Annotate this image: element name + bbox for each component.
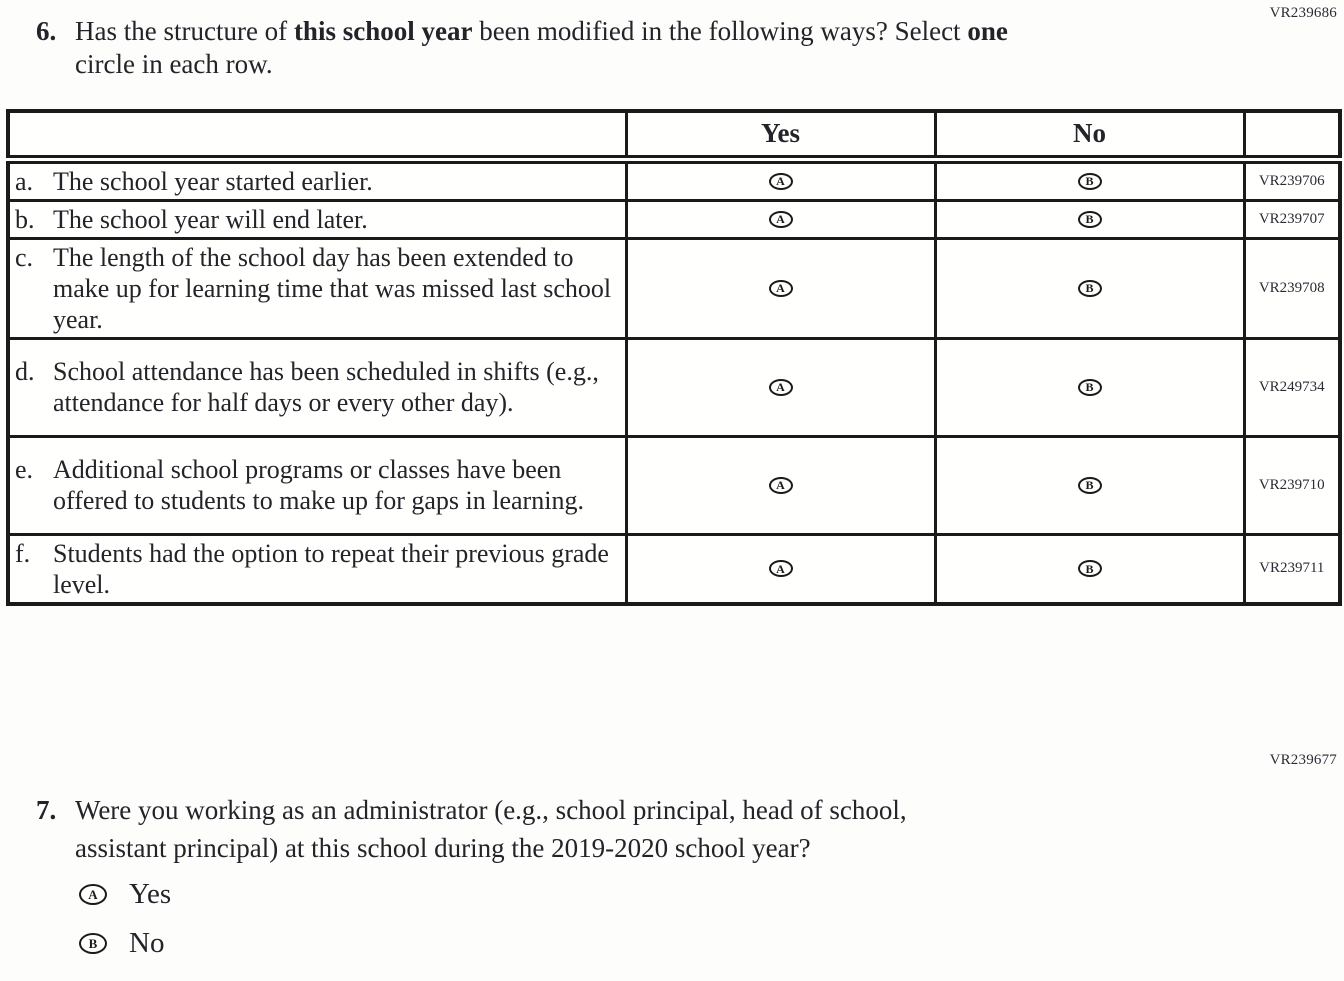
bubble-letter: B: [1085, 380, 1094, 394]
no-answer-bubble[interactable]: B: [1077, 476, 1102, 494]
q7-line-1: Were you working as an administrator (e.…: [75, 795, 907, 825]
table-row: c. The length of the school day has been…: [6, 236, 1342, 340]
row-text: School attendance has been scheduled in …: [53, 357, 599, 417]
no-answer-bubble[interactable]: B: [1077, 172, 1102, 190]
q7-number: 7.: [36, 795, 57, 825]
no-cell: B: [933, 198, 1246, 240]
table-row: b. The school year will end later. A B V…: [6, 198, 1342, 240]
row-text: The length of the school day has been ex…: [53, 242, 612, 334]
table-row: d. School attendance has been scheduled …: [6, 336, 1342, 438]
table-row: e. Additional school programs or classes…: [6, 434, 1342, 536]
yes-answer-bubble[interactable]: A: [768, 560, 793, 577]
yes-answer-bubble[interactable]: A: [768, 279, 793, 297]
vr-code-cell: VR239706: [1242, 157, 1342, 202]
q6-line-1: Has the structure of this school year be…: [75, 16, 1008, 46]
row-statement-cell: c. The length of the school day has been…: [6, 236, 628, 340]
row-text: The school year will end later.: [53, 204, 368, 234]
option-row: A Yes: [79, 879, 171, 908]
yes-answer-bubble[interactable]: A: [768, 210, 793, 228]
no-answer-bubble[interactable]: B: [1077, 279, 1102, 297]
bubble-letter: A: [776, 380, 785, 394]
no-cell: B: [933, 434, 1246, 536]
code-column-header: [1242, 109, 1342, 164]
bubble-letter: B: [1085, 174, 1094, 188]
row-letter: e.: [15, 455, 34, 484]
bubble-letter: A: [776, 174, 785, 188]
no-cell: B: [933, 532, 1246, 605]
vr-code-cell: VR239708: [1242, 236, 1342, 340]
yes-cell: A: [624, 434, 937, 536]
no-answer-bubble[interactable]: B: [1077, 210, 1102, 228]
no-answer-bubble[interactable]: B: [1077, 560, 1102, 577]
bubble-letter: A: [776, 212, 785, 226]
q6-text: Has the structure of this school year be…: [75, 15, 1008, 81]
yes-answer-bubble[interactable]: A: [768, 172, 793, 190]
table-row: a. The school year started earlier. A B …: [6, 157, 1342, 202]
row-statement-cell: a. The school year started earlier.: [6, 157, 628, 202]
bubble-letter: A: [88, 886, 98, 902]
yes-answer-bubble[interactable]: A: [768, 378, 793, 396]
no-column-header: No: [933, 109, 1246, 164]
row-letter: a.: [15, 166, 34, 196]
question-7: 7. Were you working as an administrator …: [36, 791, 907, 867]
no-cell: B: [933, 157, 1246, 202]
table-row: f. Students had the option to repeat the…: [6, 532, 1342, 605]
vr-code-top: VR239686: [1269, 5, 1337, 21]
row-letter: c.: [15, 242, 34, 272]
row-letter: b.: [15, 204, 35, 234]
q6-response-table: Yes No a. The school year started earlie…: [6, 109, 1342, 606]
bubble-letter: B: [1085, 561, 1094, 576]
vr-code-cell: VR239710: [1242, 434, 1342, 536]
option-row: B No: [79, 928, 171, 957]
q7-options: A Yes B No: [79, 879, 171, 981]
question-6: 6. Has the structure of this school year…: [36, 15, 1008, 81]
row-letter: f.: [15, 538, 31, 568]
option-label: Yes: [129, 877, 172, 910]
vr-code-cell: VR249734: [1242, 336, 1342, 438]
bubble-letter: B: [1085, 212, 1094, 226]
row-statement-cell: e. Additional school programs or classes…: [6, 434, 628, 536]
vr-code-mid: VR239677: [1269, 752, 1337, 768]
q7-text: Were you working as an administrator (e.…: [75, 791, 907, 867]
row-statement-cell: d. School attendance has been scheduled …: [6, 336, 628, 438]
row-text: Additional school programs or classes ha…: [53, 455, 584, 515]
q6-table-body: a. The school year started earlier. A B …: [6, 157, 1342, 605]
yes-cell: A: [624, 157, 937, 202]
bubble-letter: A: [776, 281, 785, 295]
row-letter: d.: [15, 357, 35, 386]
bubble-letter: B: [88, 935, 98, 951]
no-cell: B: [933, 236, 1246, 340]
bubble-letter: B: [1085, 478, 1094, 492]
option-answer-bubble[interactable]: B: [79, 932, 107, 954]
yes-cell: A: [624, 532, 937, 605]
vr-code-cell: VR239711: [1242, 532, 1342, 605]
yes-cell: A: [624, 236, 937, 340]
yes-column-header: Yes: [624, 109, 937, 164]
q7-line-2: assistant principal) at this school duri…: [75, 833, 811, 863]
bubble-letter: B: [1085, 281, 1094, 295]
bubble-letter: A: [776, 561, 785, 576]
row-statement-cell: b. The school year will end later.: [6, 198, 628, 240]
vr-code-cell: VR239707: [1242, 198, 1342, 240]
bubble-letter: A: [776, 478, 785, 492]
q6-number: 6.: [36, 16, 57, 46]
q6-line-2: circle in each row.: [75, 49, 273, 79]
yes-answer-bubble[interactable]: A: [768, 476, 793, 494]
no-cell: B: [933, 336, 1246, 438]
yes-cell: A: [624, 198, 937, 240]
option-answer-bubble[interactable]: A: [79, 883, 107, 905]
empty-header-cell: [6, 109, 628, 164]
table-header-row: Yes No: [6, 109, 1342, 164]
row-statement-cell: f. Students had the option to repeat the…: [6, 532, 628, 605]
no-answer-bubble[interactable]: B: [1077, 378, 1102, 396]
row-text: The school year started earlier.: [53, 166, 373, 196]
row-text: Students had the option to repeat their …: [53, 538, 609, 599]
option-label: No: [129, 926, 165, 959]
yes-cell: A: [624, 336, 937, 438]
